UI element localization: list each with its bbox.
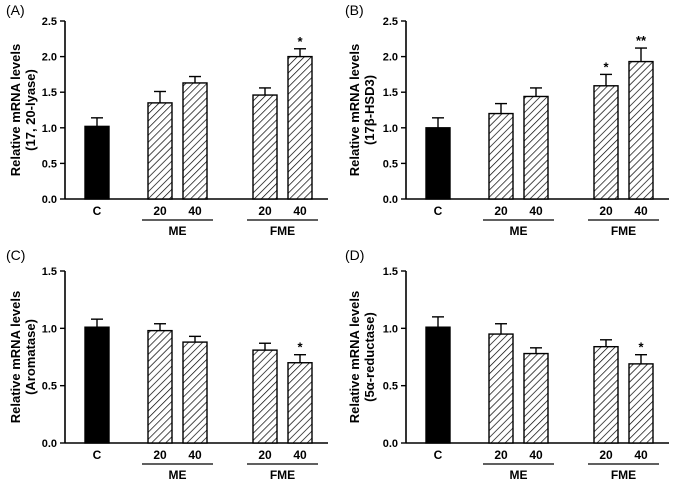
- category-label: 20: [599, 204, 613, 218]
- chart-panel-3: (C) Relative mRNA levels (Aromatase) 0.0 0.5…: [6, 247, 328, 482]
- y-tick-label: 0.0: [42, 194, 57, 206]
- y-tick-label: 0.0: [383, 194, 398, 206]
- y-axis-label-line-1: Relative mRNA levels: [347, 291, 362, 423]
- category-label: C: [93, 204, 102, 218]
- group-label: FME: [611, 224, 636, 238]
- panel-label: (C): [6, 247, 25, 263]
- group-label: FME: [270, 468, 295, 482]
- y-axis-label-line-2: (17, 20-lyase): [23, 69, 38, 151]
- group-label: FME: [611, 468, 636, 482]
- y-tick-label: 1.5: [42, 266, 57, 278]
- y-axis-label-line-1: Relative mRNA levels: [347, 44, 362, 176]
- y-tick-label: 1.0: [42, 323, 57, 335]
- category-label: C: [434, 448, 443, 462]
- bar-1: [425, 326, 451, 444]
- y-axis-label-line-1: Relative mRNA levels: [8, 291, 23, 423]
- chart-panel-1: (A) Relative mRNA levels (17, 20-lyase) 0.0…: [6, 2, 328, 238]
- category-label: 20: [258, 448, 272, 462]
- category-label: 40: [293, 204, 307, 218]
- y-tick-label: 0.0: [42, 438, 57, 450]
- bar-5: [287, 55, 313, 200]
- chart-panel-2: (B) Relative mRNA levels (17β-HSD3) 0.0 0.5 1…: [345, 2, 669, 238]
- significance-marker: **: [636, 33, 647, 48]
- bar-2: [488, 333, 514, 444]
- category-label: 40: [634, 204, 648, 218]
- category-label: 40: [634, 448, 648, 462]
- significance-marker: *: [297, 340, 303, 355]
- bar-1: [84, 326, 110, 444]
- y-tick-label: 0.0: [383, 438, 398, 450]
- bar-5: [628, 60, 654, 200]
- bar-3: [182, 341, 208, 444]
- y-tick-label: 2.5: [42, 16, 57, 28]
- category-label: 40: [529, 448, 543, 462]
- panel-label: (D): [345, 247, 364, 263]
- y-tick-label: 1.0: [383, 123, 398, 135]
- category-label: 20: [494, 204, 508, 218]
- chart-panel-4: (D) Relative mRNA levels (5α-reductase) 0.0…: [345, 247, 669, 482]
- y-tick-label: 1.5: [383, 87, 398, 99]
- bar-3: [523, 352, 549, 444]
- y-tick-label: 1.5: [42, 87, 57, 99]
- y-tick-label: 2.5: [383, 16, 398, 28]
- panel-label: (A): [6, 2, 25, 18]
- category-label: C: [93, 448, 102, 462]
- category-label: 40: [188, 448, 202, 462]
- group-label: FME: [270, 224, 295, 238]
- y-tick-label: 0.5: [383, 381, 398, 393]
- category-label: C: [434, 204, 443, 218]
- category-label: 40: [188, 204, 202, 218]
- bar-4: [252, 94, 278, 200]
- bar-4: [593, 345, 619, 444]
- y-axis-label-line-1: Relative mRNA levels: [8, 44, 23, 176]
- bar-4: [593, 85, 619, 200]
- y-tick-label: 2.0: [383, 52, 398, 64]
- y-tick-label: 1.0: [42, 123, 57, 135]
- y-axis-label-line-2: (Aromatase): [23, 319, 38, 395]
- y-axis-label-line-2: (17β-HSD3): [362, 75, 377, 145]
- bar-5: [628, 363, 654, 444]
- y-tick-label: 1.5: [383, 266, 398, 278]
- y-tick-label: 0.5: [42, 381, 57, 393]
- bar-1: [84, 125, 110, 200]
- bar-2: [488, 112, 514, 200]
- bar-3: [523, 95, 549, 200]
- bar-1: [425, 127, 451, 200]
- bar-4: [252, 349, 278, 444]
- y-tick-label: 0.5: [42, 158, 57, 170]
- y-tick-label: 2.0: [42, 52, 57, 64]
- significance-marker: *: [638, 340, 644, 355]
- bar-5: [287, 362, 313, 444]
- significance-marker: *: [297, 34, 303, 49]
- bar-2: [147, 102, 173, 200]
- bar-3: [182, 82, 208, 200]
- bar-2: [147, 329, 173, 444]
- y-tick-label: 0.5: [383, 158, 398, 170]
- category-label: 40: [529, 204, 543, 218]
- group-label: ME: [510, 224, 528, 238]
- significance-marker: *: [603, 59, 609, 74]
- group-label: ME: [169, 468, 187, 482]
- category-label: 20: [258, 204, 272, 218]
- y-axis-label-line-2: (5α-reductase): [362, 312, 377, 402]
- group-label: ME: [169, 224, 187, 238]
- group-label: ME: [510, 468, 528, 482]
- category-label: 20: [599, 448, 613, 462]
- panel-label: (B): [345, 2, 364, 18]
- category-label: 20: [153, 204, 167, 218]
- y-tick-label: 1.0: [383, 323, 398, 335]
- category-label: 20: [494, 448, 508, 462]
- category-label: 20: [153, 448, 167, 462]
- category-label: 40: [293, 448, 307, 462]
